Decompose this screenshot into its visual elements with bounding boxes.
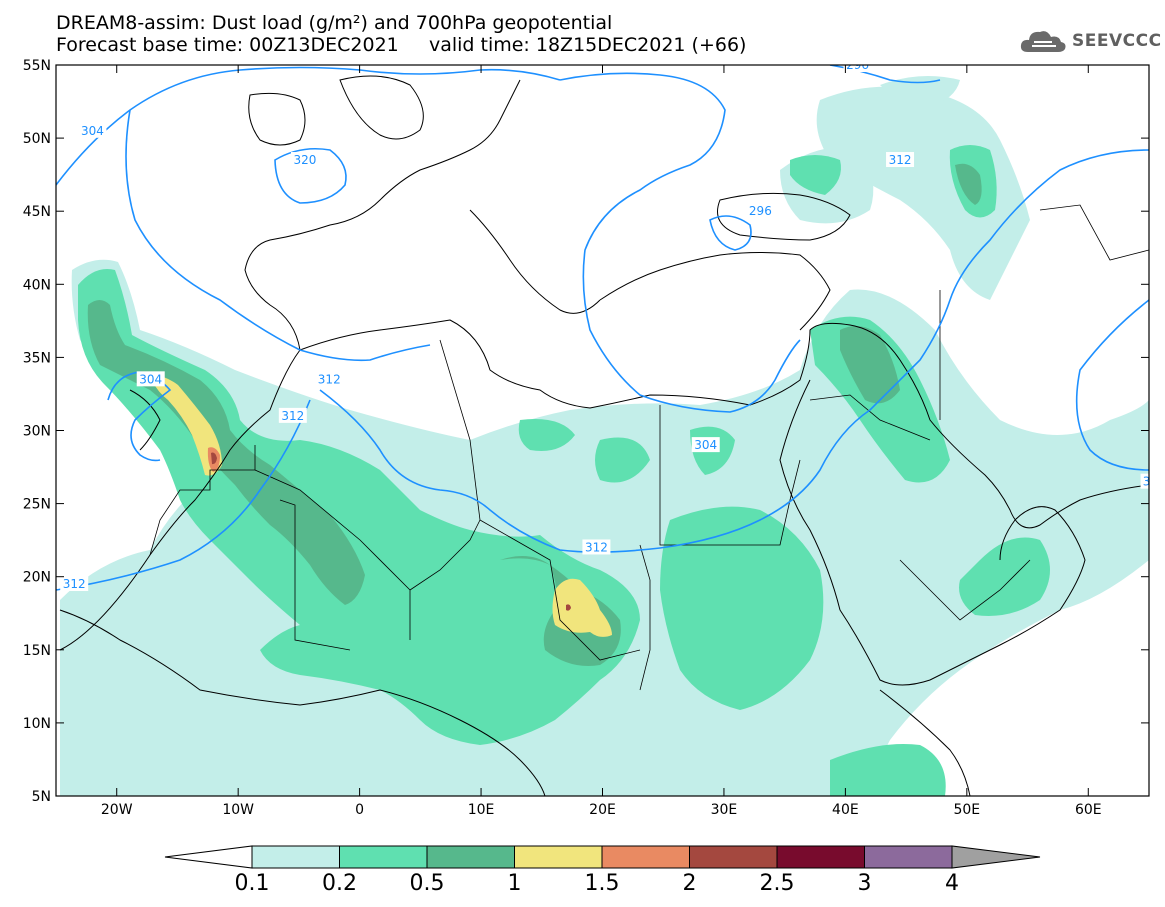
dust-level-0.2 — [78, 145, 1050, 796]
colorbar-swatch — [864, 845, 953, 869]
colorbar-label: 0.5 — [410, 871, 445, 896]
cloud-icon — [1020, 31, 1066, 52]
seevccc-logo: SEEVCCC — [1018, 26, 1162, 56]
colorbar-swatch — [514, 845, 603, 869]
colorbar-label: 2.5 — [760, 871, 795, 896]
contour-label-bg — [1140, 473, 1149, 489]
contour-label-bg — [315, 371, 344, 387]
contour-label-bg — [78, 122, 107, 138]
contour-label: 304 — [139, 372, 162, 386]
colorbar-label: 1.5 — [585, 871, 620, 896]
lat-tick-label: 35N — [23, 350, 51, 366]
contour-label: 312 — [63, 577, 86, 591]
contour-label-bg — [746, 203, 775, 219]
contour-label: 3 — [1143, 475, 1151, 489]
map-title-line-1: DREAM8-assim: Dust load (g/m²) and 700hP… — [56, 12, 613, 34]
colorbar-swatch — [251, 845, 340, 869]
contour-label-bg — [278, 407, 307, 423]
dust-level-1 — [150, 375, 612, 637]
lon-tick-label: 20W — [101, 802, 133, 818]
lon-tick-label: 50E — [953, 802, 980, 818]
contour-label-bg — [136, 371, 165, 387]
contour-label: 312 — [889, 153, 912, 167]
colorbar-label: 0.2 — [322, 871, 357, 896]
colorbar: 0.1 0.2 0.5 1 1.5 2 2.5 3 4 — [164, 845, 1041, 896]
geopotential-contours — [56, 65, 1149, 591]
lon-tick-label: 0 — [355, 802, 364, 818]
logo-text: SEEVCCC — [1072, 31, 1162, 51]
colorbar-swatch — [689, 845, 778, 869]
contour-label-bg — [886, 152, 915, 168]
contour-label: 320 — [294, 153, 317, 167]
lat-tick-label: 20N — [23, 570, 51, 586]
contour-label: 312 — [585, 540, 608, 554]
lat-tick-label: 5N — [32, 789, 51, 805]
lon-tick-label: 10W — [222, 802, 254, 818]
map-content: 304 320 296 296 312 304 312 312 304 312 312 3 — [56, 58, 1151, 796]
contour-label-bg — [691, 437, 720, 453]
contour-labels: 304 320 296 296 312 304 312 312 304 312 312 3 — [60, 58, 1151, 592]
colorbar-swatch — [776, 845, 865, 869]
dust-level-2 — [211, 452, 571, 611]
colorbar-label: 0.1 — [235, 871, 270, 896]
map-title-line-2: Forecast base time: 00Z13DEC2021 valid t… — [56, 34, 747, 56]
colorbar-under-arrow — [164, 845, 253, 869]
colorbar-label: 3 — [858, 871, 872, 896]
contour-label: 312 — [318, 372, 341, 386]
lon-tick-label: 30E — [711, 802, 738, 818]
lat-tick-label: 15N — [23, 643, 51, 659]
lon-tick-label: 40E — [832, 802, 859, 818]
latitude-ticks: 55N 50N 45N 40N 35N 30N 25N 20N 15N 10N 5N — [23, 58, 1149, 805]
lon-tick-label: 60E — [1075, 802, 1102, 818]
colorbar-label: 1 — [508, 871, 522, 896]
lat-tick-label: 40N — [23, 277, 51, 293]
lat-tick-label: 30N — [23, 424, 51, 440]
contour-label-bg — [290, 152, 319, 168]
colorbar-label: 2 — [683, 871, 697, 896]
colorbar-swatch — [339, 845, 428, 869]
contour-label: 296 — [749, 204, 772, 218]
contour-label: 296 — [846, 58, 869, 72]
country-borders — [149, 204, 1149, 691]
colorbar-over-arrow — [951, 845, 1041, 869]
contour-label-bg — [843, 65, 872, 72]
coastlines — [59, 75, 1149, 796]
lat-tick-label: 10N — [23, 716, 51, 732]
longitude-ticks: 20W 10W 0 10E 20E 30E 40E 50E 60E — [101, 65, 1102, 818]
lat-tick-label: 25N — [23, 497, 51, 513]
contour-label: 312 — [281, 409, 304, 423]
lat-tick-label: 45N — [23, 204, 51, 220]
contour-label: 304 — [694, 438, 717, 452]
contour-label-bg — [60, 576, 89, 592]
contour-label-bg — [582, 539, 611, 555]
colorbar-label: 4 — [945, 871, 959, 896]
colorbar-swatch — [426, 845, 515, 869]
lat-tick-label: 50N — [23, 131, 51, 147]
lon-tick-label: 10E — [468, 802, 495, 818]
lon-tick-label: 20E — [589, 802, 616, 818]
lat-tick-label: 55N — [23, 58, 51, 74]
contour-label: 304 — [81, 124, 104, 138]
colorbar-swatch — [601, 845, 690, 869]
